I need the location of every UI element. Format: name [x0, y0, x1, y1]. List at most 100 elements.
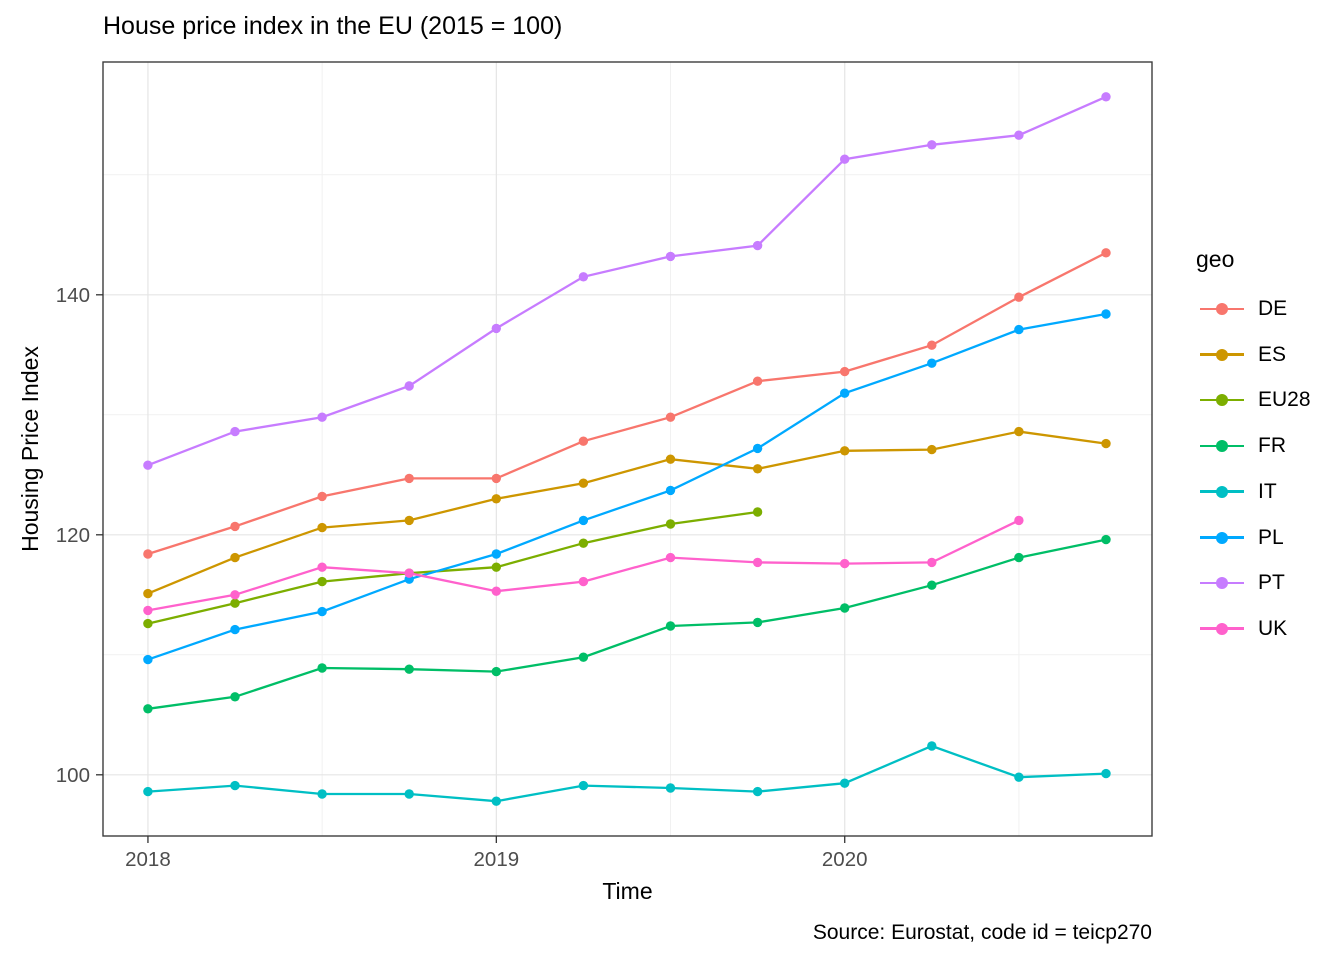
series-point-IT [927, 741, 937, 751]
series-point-ES [752, 464, 763, 474]
series-point-PL [143, 654, 153, 665]
series-line-FR [147, 538, 1107, 710]
series-point-ES [927, 444, 937, 455]
series-line-EU28 [147, 510, 758, 625]
series-point-PL [578, 515, 589, 526]
series-point-IT [1101, 768, 1111, 779]
series-point-IT [317, 789, 327, 799]
y-axis-title: Housing Price Index [17, 346, 43, 552]
series-point-UK [491, 586, 501, 596]
series-point-UK [578, 576, 589, 587]
series-point-UK [665, 552, 676, 563]
series-point-FR [927, 580, 937, 590]
series-point-PT [1101, 92, 1111, 102]
series-line-PT [147, 95, 1107, 467]
series-point-DE [404, 473, 414, 484]
y-tick-label: 100 [56, 764, 90, 787]
source-note: Source: Eurostat, code id = teicp270 [812, 921, 1152, 944]
series-point-UK [840, 558, 850, 569]
series-point-ES [491, 494, 501, 504]
series-point-DE [1014, 292, 1024, 302]
series-point-ES [578, 478, 589, 488]
series-point-PT [317, 412, 327, 422]
series-point-FR [665, 621, 676, 631]
series-point-ES [317, 522, 327, 533]
series-point-UK [317, 562, 327, 572]
series-point-IT [230, 780, 240, 791]
series-point-DE [491, 473, 501, 484]
series-point-DE [317, 491, 327, 502]
series-point-DE [578, 436, 589, 446]
chart-title: House price index in the EU (2015 = 100) [103, 12, 563, 40]
series-point-UK [927, 557, 937, 568]
series-point-IT [578, 780, 589, 791]
series-point-UK [143, 605, 153, 616]
series-point-IT [491, 796, 501, 806]
series-point-ES [1101, 438, 1111, 449]
series-point-ES [665, 454, 676, 464]
series-point-PT [665, 251, 676, 262]
series-point-PT [491, 323, 501, 334]
series-point-PT [927, 140, 937, 150]
series-point-UK [752, 557, 763, 568]
series-point-PL [317, 606, 327, 617]
series-point-FR [230, 692, 240, 702]
series-line-PL [147, 312, 1107, 661]
series-point-FR [317, 663, 327, 673]
series-point-DE [752, 376, 763, 386]
series-point-EU28 [230, 598, 240, 608]
series-point-ES [1014, 426, 1024, 437]
series-point-PT [840, 154, 850, 164]
y-tick-label: 140 [56, 284, 90, 307]
series-point-PL [491, 549, 501, 559]
series-point-DE [665, 412, 676, 422]
x-axis-title: Time [602, 878, 653, 904]
series-point-EU28 [317, 576, 327, 587]
series-point-PL [840, 388, 850, 398]
series-point-PT [1014, 130, 1024, 140]
series-point-PL [1101, 309, 1111, 319]
y-tick-label: 120 [56, 524, 90, 547]
series-point-EU28 [578, 538, 589, 548]
series-point-EU28 [752, 507, 763, 517]
series-point-EU28 [143, 618, 153, 629]
x-tick-label: 2019 [474, 848, 520, 871]
series-point-DE [927, 340, 937, 350]
series-point-PL [1014, 324, 1024, 335]
series-point-IT [752, 786, 763, 797]
series-point-PT [578, 272, 589, 282]
series-point-FR [1101, 534, 1111, 545]
panel-background [103, 62, 1152, 836]
series-point-IT [665, 783, 676, 793]
series-point-FR [752, 617, 763, 628]
series-point-UK [1014, 515, 1024, 526]
series-line-ES [147, 430, 1107, 595]
series-point-ES [230, 552, 240, 563]
series-line-DE [147, 251, 1107, 556]
x-tick-label: 2018 [125, 848, 171, 871]
series-point-IT [1014, 772, 1024, 782]
series-point-DE [230, 521, 240, 532]
series-point-ES [143, 588, 153, 599]
series-point-FR [404, 664, 414, 674]
series-point-PT [752, 240, 763, 251]
series-point-PL [665, 485, 676, 496]
series-point-PT [404, 381, 414, 391]
series-point-DE [143, 549, 153, 559]
series-point-FR [1014, 552, 1024, 563]
series-point-IT [143, 786, 153, 797]
x-tick-label: 2020 [822, 848, 868, 871]
series-point-FR [578, 652, 589, 662]
series-point-UK [404, 568, 414, 578]
series-point-UK [230, 590, 240, 600]
series-point-PL [230, 624, 240, 635]
series-point-PT [230, 426, 240, 437]
series-point-ES [404, 515, 414, 526]
panel-border [102, 61, 1153, 837]
series-point-DE [840, 366, 850, 377]
series-point-IT [404, 789, 414, 799]
series-point-PT [143, 460, 153, 470]
series-point-FR [143, 704, 153, 714]
series-point-ES [840, 446, 850, 456]
